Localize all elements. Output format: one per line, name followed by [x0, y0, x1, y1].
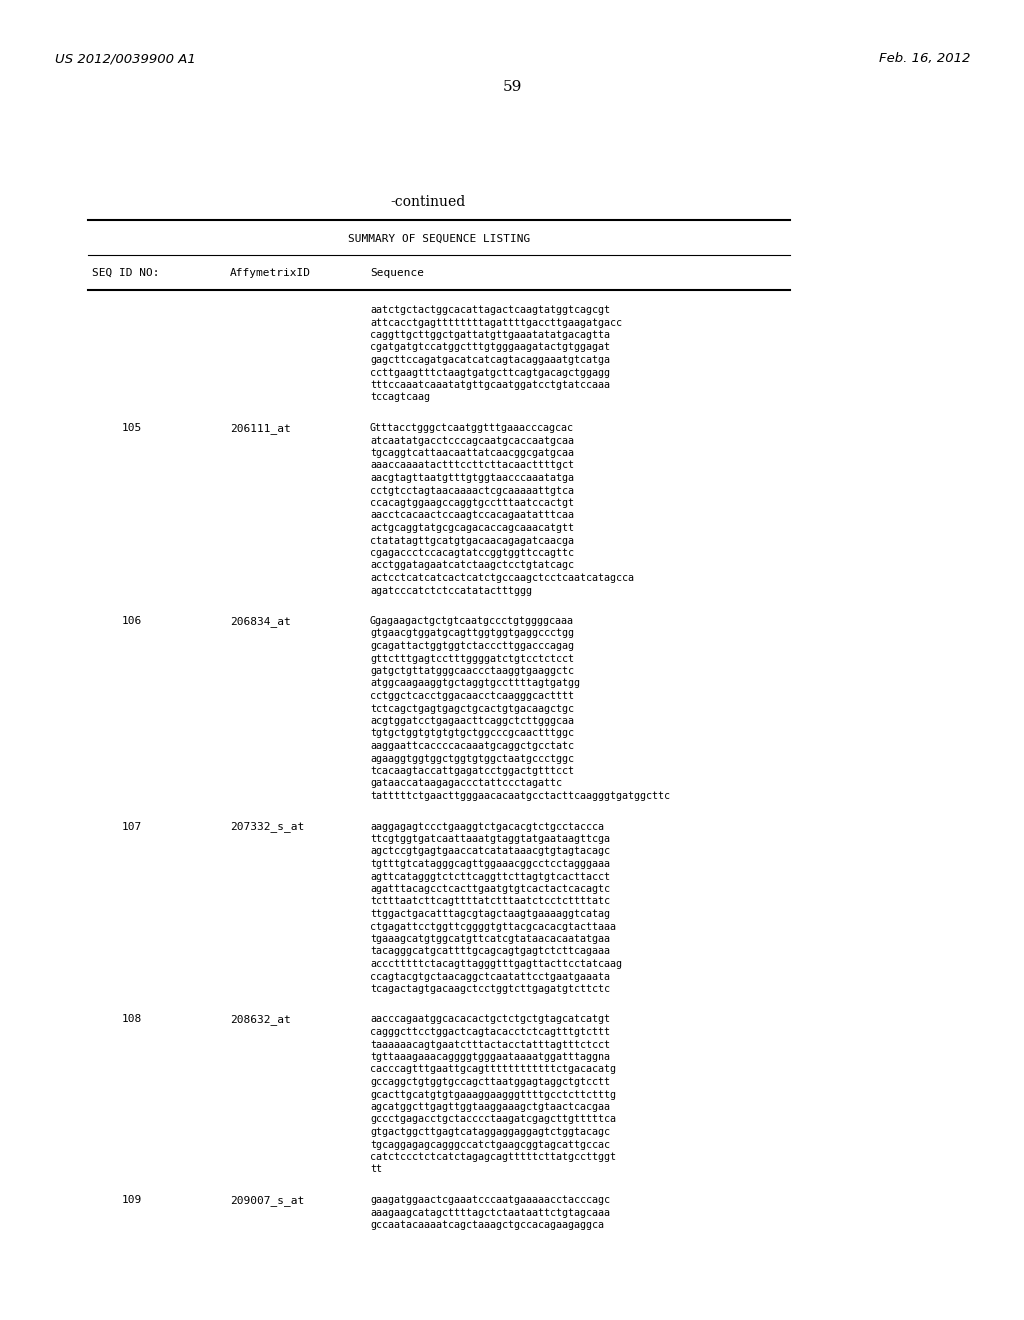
Text: cacccagtttgaattgcagttttttttttttctgacacatg: cacccagtttgaattgcagttttttttttttctgacacat…: [370, 1064, 616, 1074]
Text: tctttaatcttcagttttatctttaatctcctcttttatc: tctttaatcttcagttttatctttaatctcctcttttatc: [370, 896, 610, 907]
Text: taaaaaacagtgaatctttactacctatttagtttctcct: taaaaaacagtgaatctttactacctatttagtttctcct: [370, 1040, 610, 1049]
Text: tttccaaatcaaatatgttgcaatggatcctgtatccaaa: tttccaaatcaaatatgttgcaatggatcctgtatccaaa: [370, 380, 610, 389]
Text: caggttgcttggctgattatgttgaaatatatgacagtta: caggttgcttggctgattatgttgaaatatatgacagtta: [370, 330, 610, 341]
Text: tgtttgtcatagggcagttggaaacggcctcctagggaaa: tgtttgtcatagggcagttggaaacggcctcctagggaaa: [370, 859, 610, 869]
Text: tgcaggtcattaacaattatcaacggcgatgcaa: tgcaggtcattaacaattatcaacggcgatgcaa: [370, 447, 574, 458]
Text: aaaccaaaatactttccttcttacaacttttgct: aaaccaaaatactttccttcttacaacttttgct: [370, 461, 574, 470]
Text: gagcttccagatgacatcatcagtacaggaaatgtcatga: gagcttccagatgacatcatcagtacaggaaatgtcatga: [370, 355, 610, 366]
Text: cctgtcctagtaacaaaactcgcaaaaattgtca: cctgtcctagtaacaaaactcgcaaaaattgtca: [370, 486, 574, 495]
Text: cctggctcacctggacaacctcaagggcactttt: cctggctcacctggacaacctcaagggcactttt: [370, 690, 574, 701]
Text: tcacaagtaccattgagatcctggactgtttcct: tcacaagtaccattgagatcctggactgtttcct: [370, 766, 574, 776]
Text: 207332_s_at: 207332_s_at: [230, 821, 304, 833]
Text: gataaccataagagaccctattccctagattc: gataaccataagagaccctattccctagattc: [370, 779, 562, 788]
Text: aaggagagtccctgaaggtctgacacgtctgcctaccca: aaggagagtccctgaaggtctgacacgtctgcctaccca: [370, 821, 604, 832]
Text: US 2012/0039900 A1: US 2012/0039900 A1: [55, 51, 196, 65]
Text: 105: 105: [122, 422, 142, 433]
Text: AffymetrixID: AffymetrixID: [230, 268, 311, 279]
Text: tccagtcaag: tccagtcaag: [370, 392, 430, 403]
Text: 206834_at: 206834_at: [230, 616, 291, 627]
Text: Feb. 16, 2012: Feb. 16, 2012: [879, 51, 970, 65]
Text: ctgagattcctggttcggggtgttacgcacacgtacttaaa: ctgagattcctggttcggggtgttacgcacacgtacttaa…: [370, 921, 616, 932]
Text: aacctcacaactccaagtccacagaatatttcaa: aacctcacaactccaagtccacagaatatttcaa: [370, 511, 574, 520]
Text: atggcaagaaggtgctaggtgccttttagtgatgg: atggcaagaaggtgctaggtgccttttagtgatgg: [370, 678, 580, 689]
Text: ttcgtggtgatcaattaaatgtaggtatgaataagttcga: ttcgtggtgatcaattaaatgtaggtatgaataagttcga: [370, 834, 610, 843]
Text: gatgctgttatgggcaaccctaaggtgaaggctc: gatgctgttatgggcaaccctaaggtgaaggctc: [370, 667, 574, 676]
Text: Sequence: Sequence: [370, 268, 424, 279]
Text: SUMMARY OF SEQUENCE LISTING: SUMMARY OF SEQUENCE LISTING: [348, 234, 530, 244]
Text: agatcccatctctccatatactttggg: agatcccatctctccatatactttggg: [370, 586, 532, 595]
Text: gtgactggcttgagtcataggaggaggagtctggtacagc: gtgactggcttgagtcataggaggaggagtctggtacagc: [370, 1127, 610, 1137]
Text: ccacagtggaagccaggtgcctttaatccactgt: ccacagtggaagccaggtgcctttaatccactgt: [370, 498, 574, 508]
Text: aatctgctactggcacattagactcaagtatggtcagcgt: aatctgctactggcacattagactcaagtatggtcagcgt: [370, 305, 610, 315]
Text: attcacctgagttttttttagattttgaccttgaagatgacc: attcacctgagttttttttagattttgaccttgaagatga…: [370, 318, 622, 327]
Text: tgtgctggtgtgtgtgctggcccgcaactttggc: tgtgctggtgtgtgtgctggcccgcaactttggc: [370, 729, 574, 738]
Text: tgttaaagaaacaggggtgggaataaaatggatttaggna: tgttaaagaaacaggggtgggaataaaatggatttaggna: [370, 1052, 610, 1063]
Text: 107: 107: [122, 821, 142, 832]
Text: agctccgtgagtgaaccatcatataaacgtgtagtacagc: agctccgtgagtgaaccatcatataaacgtgtagtacagc: [370, 846, 610, 857]
Text: acgtggatcctgagaacttcaggctcttgggcaa: acgtggatcctgagaacttcaggctcttgggcaa: [370, 715, 574, 726]
Text: aacgtagttaatgtttgtggtaacccaaatatga: aacgtagttaatgtttgtggtaacccaaatatga: [370, 473, 574, 483]
Text: tatttttctgaacttgggaacacaatgcctacttcaagggtgatggcttc: tatttttctgaacttgggaacacaatgcctacttcaaggg…: [370, 791, 670, 801]
Text: actgcaggtatgcgcagacaccagcaaacatgtt: actgcaggtatgcgcagacaccagcaaacatgtt: [370, 523, 574, 533]
Text: gttctttgagtcctttggggatctgtcctctcct: gttctttgagtcctttggggatctgtcctctcct: [370, 653, 574, 664]
Text: tctcagctgagtgagctgcactgtgacaagctgc: tctcagctgagtgagctgcactgtgacaagctgc: [370, 704, 574, 714]
Text: actcctcatcatcactcatctgccaagctcctcaatcatagcca: actcctcatcatcactcatctgccaagctcctcaatcata…: [370, 573, 634, 583]
Text: 108: 108: [122, 1015, 142, 1024]
Text: gaagatggaactcgaaatcccaatgaaaaacctacccagc: gaagatggaactcgaaatcccaatgaaaaacctacccagc: [370, 1195, 610, 1205]
Text: gtgaacgtggatgcagttggtggtgaggccctgg: gtgaacgtggatgcagttggtggtgaggccctgg: [370, 628, 574, 639]
Text: atcaatatgacctcccagcaatgcaccaatgcaa: atcaatatgacctcccagcaatgcaccaatgcaa: [370, 436, 574, 446]
Text: gccctgagacctgctacccctaagatcgagcttgtttttca: gccctgagacctgctacccctaagatcgagcttgtttttc…: [370, 1114, 616, 1125]
Text: -continued: -continued: [390, 195, 465, 209]
Text: Ggagaagactgctgtcaatgccctgtggggcaaa: Ggagaagactgctgtcaatgccctgtggggcaaa: [370, 616, 574, 626]
Text: aacccagaatggcacacactgctctgctgtagcatcatgt: aacccagaatggcacacactgctctgctgtagcatcatgt: [370, 1015, 610, 1024]
Text: gcacttgcatgtgtgaaaggaagggttttgcctcttctttg: gcacttgcatgtgtgaaaggaagggttttgcctcttcttt…: [370, 1089, 616, 1100]
Text: accctttttctacagttagggtttgagttacttcctatcaag: accctttttctacagttagggtttgagttacttcctatca…: [370, 960, 622, 969]
Text: aaagaagcatagcttttagctctaataattctgtagcaaa: aaagaagcatagcttttagctctaataattctgtagcaaa: [370, 1208, 610, 1217]
Text: cgatgatgtccatggctttgtgggaagatactgtggagat: cgatgatgtccatggctttgtgggaagatactgtggagat: [370, 342, 610, 352]
Text: 106: 106: [122, 616, 142, 626]
Text: 209007_s_at: 209007_s_at: [230, 1195, 304, 1206]
Text: gcagattactggtggtctacccttggacccagag: gcagattactggtggtctacccttggacccagag: [370, 642, 574, 651]
Text: tgaaagcatgtggcatgttcatcgtataacacaatatgaa: tgaaagcatgtggcatgttcatcgtataacacaatatgaa: [370, 935, 610, 944]
Text: 59: 59: [503, 81, 521, 94]
Text: gccaggctgtggtgccagcttaatggagtaggctgtcctt: gccaggctgtggtgccagcttaatggagtaggctgtcctt: [370, 1077, 610, 1086]
Text: agaaggtggtggctggtgtggctaatgccctggc: agaaggtggtggctggtgtggctaatgccctggc: [370, 754, 574, 763]
Text: tt: tt: [370, 1164, 382, 1175]
Text: 206111_at: 206111_at: [230, 422, 291, 434]
Text: ccagtacgtgctaacaggctcaatattcctgaatgaaata: ccagtacgtgctaacaggctcaatattcctgaatgaaata: [370, 972, 610, 982]
Text: aaggaattcaccccacaaatgcaggctgcctatc: aaggaattcaccccacaaatgcaggctgcctatc: [370, 741, 574, 751]
Text: SEQ ID NO:: SEQ ID NO:: [92, 268, 160, 279]
Text: agttcatagggtctcttcaggttcttagtgtcacttacct: agttcatagggtctcttcaggttcttagtgtcacttacct: [370, 871, 610, 882]
Text: acctggatagaatcatctaagctcctgtatcagc: acctggatagaatcatctaagctcctgtatcagc: [370, 561, 574, 570]
Text: agatttacagcctcacttgaatgtgtcactactcacagtc: agatttacagcctcacttgaatgtgtcactactcacagtc: [370, 884, 610, 894]
Text: catctccctctcatctagagcagtttttcttatgccttggt: catctccctctcatctagagcagtttttcttatgccttgg…: [370, 1152, 616, 1162]
Text: tgcaggagagcagggccatctgaagcggtagcattgccac: tgcaggagagcagggccatctgaagcggtagcattgccac: [370, 1139, 610, 1150]
Text: 109: 109: [122, 1195, 142, 1205]
Text: agcatggcttgagttggtaaggaaagctgtaactcacgaa: agcatggcttgagttggtaaggaaagctgtaactcacgaa: [370, 1102, 610, 1111]
Text: 208632_at: 208632_at: [230, 1015, 291, 1026]
Text: gccaatacaaaatcagctaaagctgccacagaagaggca: gccaatacaaaatcagctaaagctgccacagaagaggca: [370, 1220, 604, 1230]
Text: tcagactagtgacaagctcctggtcttgagatgtcttctc: tcagactagtgacaagctcctggtcttgagatgtcttctc: [370, 983, 610, 994]
Text: cgagaccctccacagtatccggtggttccagttc: cgagaccctccacagtatccggtggttccagttc: [370, 548, 574, 558]
Text: ctatatagttgcatgtgacaacagagatcaacga: ctatatagttgcatgtgacaacagagatcaacga: [370, 536, 574, 545]
Text: ccttgaagtttctaagtgatgcttcagtgacagctggagg: ccttgaagtttctaagtgatgcttcagtgacagctggagg: [370, 367, 610, 378]
Text: tacagggcatgcattttgcagcagtgagtctcttcagaaa: tacagggcatgcattttgcagcagtgagtctcttcagaaa: [370, 946, 610, 957]
Text: ttggactgacatttagcgtagctaagtgaaaaggtcatag: ttggactgacatttagcgtagctaagtgaaaaggtcatag: [370, 909, 610, 919]
Text: cagggcttcctggactcagtacacctctcagtttgtcttt: cagggcttcctggactcagtacacctctcagtttgtcttt: [370, 1027, 610, 1038]
Text: Gtttacctgggctcaatggtttgaaacccagcac: Gtttacctgggctcaatggtttgaaacccagcac: [370, 422, 574, 433]
